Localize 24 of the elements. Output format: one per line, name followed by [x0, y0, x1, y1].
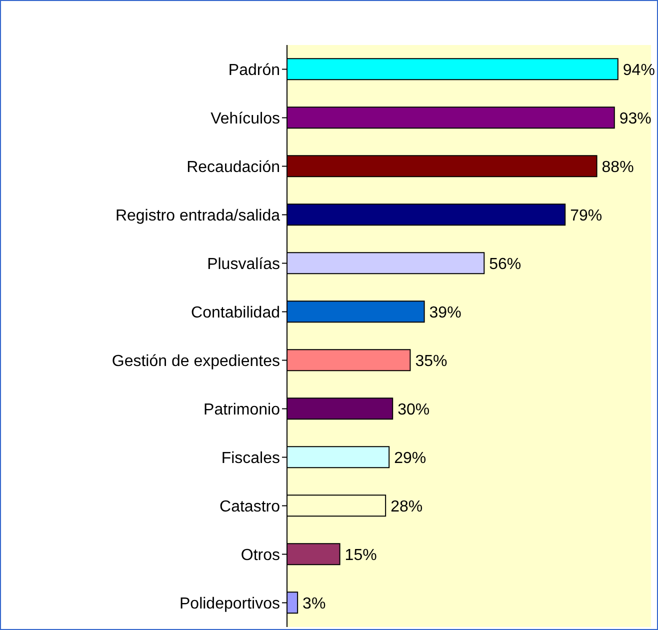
- y-tick-label: Padrón: [228, 62, 280, 79]
- y-tick-label: Catastro: [220, 498, 280, 516]
- data-label: 28%: [390, 498, 423, 516]
- data-label: 3%: [302, 595, 326, 612]
- data-label: 30%: [398, 401, 430, 418]
- data-label: 94%: [622, 62, 655, 79]
- y-tick-label: Vehículos: [210, 110, 280, 128]
- y-tick-label: Polideportivos: [180, 595, 280, 612]
- y-tick-label: Otros: [240, 546, 280, 564]
- data-label: 79%: [570, 207, 602, 224]
- data-label: 88%: [602, 158, 634, 176]
- y-tick-label: Plusvalías: [207, 256, 280, 273]
- y-tick-label: Gestión de expedientes: [112, 352, 280, 370]
- data-label: 35%: [415, 352, 448, 370]
- data-label: 29%: [394, 450, 426, 467]
- y-tick-label: Fiscales: [221, 450, 280, 467]
- data-label: 15%: [344, 546, 377, 564]
- y-tick-label: Contabilidad: [191, 304, 280, 322]
- data-label: 93%: [619, 110, 652, 128]
- data-label: 39%: [429, 304, 462, 322]
- y-tick-label: Patrimonio: [204, 401, 280, 418]
- data-label: 56%: [489, 256, 522, 273]
- y-tick-label: Recaudación: [186, 158, 280, 176]
- y-tick-label: Registro entrada/salida: [115, 207, 280, 224]
